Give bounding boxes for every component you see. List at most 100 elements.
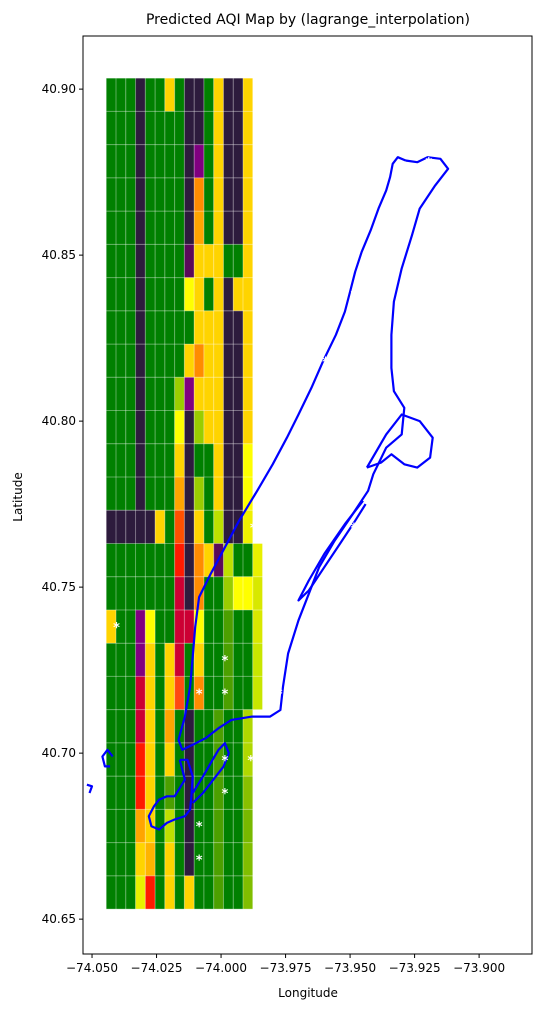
heatmap-cell (223, 344, 234, 378)
heatmap-cell (155, 277, 165, 311)
heatmap-cell (125, 310, 136, 345)
heatmap-cell (223, 277, 234, 311)
heatmap-cell (164, 244, 175, 278)
heatmap-cell (115, 211, 126, 245)
heatmap-cell (174, 277, 185, 311)
heatmap-cell (135, 576, 146, 610)
heatmap-cell (233, 643, 243, 677)
heatmap-cell (184, 344, 195, 378)
heatmap-cell (233, 609, 243, 644)
heatmap-cell (106, 643, 116, 677)
heatmap-cell (194, 244, 204, 278)
heatmap-cell (184, 875, 195, 910)
heatmap-cell (135, 344, 146, 378)
heatmap-cell (242, 676, 253, 710)
heatmap-cell (194, 676, 204, 710)
heatmap-cell (115, 676, 126, 710)
heatmap-cell (106, 310, 116, 345)
heatmap-cell (194, 742, 204, 777)
heatmap-cell (194, 576, 204, 610)
heatmap-cell (203, 576, 214, 610)
coastline-path (177, 156, 450, 751)
x-tick-label: −73.950 (324, 961, 376, 975)
heatmap-cell (174, 177, 185, 212)
heatmap-cell (242, 410, 253, 444)
station-marker: * (351, 355, 358, 370)
coastline-path (365, 413, 434, 469)
heatmap-cell (233, 776, 243, 810)
heatmap-cell (194, 177, 204, 212)
heatmap-cell (242, 277, 253, 311)
heatmap-cell (174, 809, 185, 843)
station-marker: * (322, 621, 329, 636)
heatmap-cell (115, 277, 126, 311)
heatmap-cell (164, 576, 175, 610)
heatmap-cell (223, 310, 234, 345)
heatmap-cell (233, 443, 243, 478)
heatmap-cell (213, 211, 224, 245)
station-marker: * (351, 455, 358, 470)
heatmap-cell (242, 543, 253, 577)
heatmap-cell (155, 177, 165, 212)
heatmap-cell (155, 244, 165, 278)
heatmap-cell (233, 177, 243, 212)
station-markers: * * * * * * * * * * * * * * * * * * * * * * * * * * * * * * * * * * * * * * * *… (113, 93, 512, 901)
heatmap-cell (223, 842, 234, 876)
heatmap-cell (135, 211, 146, 245)
heatmap-cell (135, 111, 146, 145)
heatmap-cell (194, 510, 204, 544)
heatmap-cell (184, 78, 195, 112)
heatmap-cell (115, 875, 126, 910)
heatmap-cell (242, 609, 253, 644)
heatmap-cell (155, 111, 165, 145)
heatmap-cell (106, 443, 116, 478)
y-tick-label: 40.80 (42, 414, 76, 428)
heatmap-cell (203, 244, 214, 278)
station-marker: * (298, 123, 305, 138)
heatmap-cell (203, 543, 214, 577)
heatmap-cell (135, 244, 146, 278)
heatmap-cell (125, 643, 136, 677)
station-marker: * (276, 787, 283, 802)
heatmap-cell (106, 676, 116, 710)
heatmap-cell (155, 609, 165, 644)
heatmap-cell (125, 576, 136, 610)
heatmap-cell (106, 177, 116, 212)
heatmap-cell (145, 277, 156, 311)
heatmap-cell (115, 78, 126, 112)
heatmap-cell (115, 177, 126, 212)
heatmap-cell (164, 310, 175, 345)
heatmap-cell (115, 377, 126, 411)
heatmap-cell (155, 211, 165, 245)
heatmap-cell (125, 510, 136, 544)
heatmap-cell (233, 477, 243, 511)
heatmap-cell (174, 377, 185, 411)
station-marker: * (363, 322, 370, 337)
station-marker: * (351, 389, 358, 404)
heatmap-cell (125, 477, 136, 511)
heatmap-cell (194, 709, 204, 743)
station-marker: * (505, 223, 512, 238)
heatmap-cell (155, 410, 165, 444)
heatmap-cell (194, 609, 204, 644)
heatmap-cell (125, 277, 136, 311)
heatmap-cell (213, 742, 224, 777)
heatmap-cell (145, 177, 156, 212)
heatmap-cell (223, 144, 234, 178)
heatmap-cell (233, 344, 243, 378)
heatmap-cell (125, 344, 136, 378)
heatmap-cell (164, 809, 175, 843)
heatmap-cell (135, 377, 146, 411)
heatmap-cell (203, 377, 214, 411)
heatmap-cell (184, 809, 195, 843)
heatmap-cell (145, 643, 156, 677)
heatmap-cell (233, 377, 243, 411)
heatmap-cell (223, 609, 234, 644)
station-marker: * (351, 256, 358, 271)
heatmap-cell (164, 277, 175, 311)
station-marker: * (363, 389, 370, 404)
heatmap-cell (135, 510, 146, 544)
heatmap-cell (233, 244, 243, 278)
heatmap-cell (203, 776, 214, 810)
x-tick-label: −74.025 (131, 961, 183, 975)
